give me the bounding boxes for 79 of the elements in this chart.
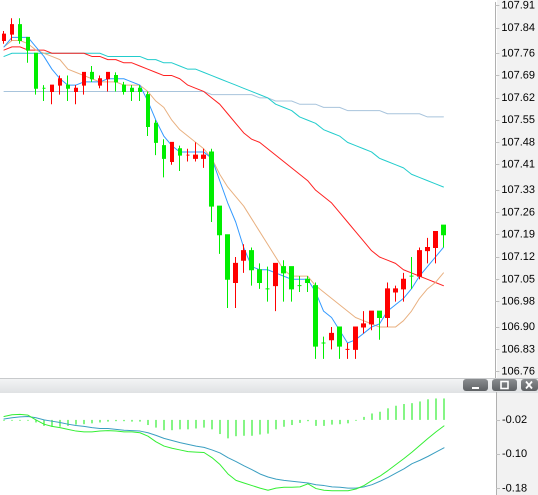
y-tick-label: 107.26 bbox=[501, 206, 536, 218]
candlestick bbox=[58, 75, 62, 96]
candlestick bbox=[385, 282, 390, 328]
candlestick bbox=[170, 142, 174, 166]
candlestick bbox=[201, 148, 206, 168]
candlestick bbox=[106, 72, 110, 92]
candlestick bbox=[337, 326, 342, 360]
candlestick bbox=[138, 84, 142, 102]
candlestick bbox=[265, 266, 270, 302]
candlestick bbox=[361, 310, 366, 334]
y-tick-label: 107.05 bbox=[501, 273, 536, 286]
line-series bbox=[3, 90, 444, 118]
y-tick-label: 107.76 bbox=[501, 47, 536, 60]
y-tick-label: 107.12 bbox=[501, 251, 536, 264]
y-tick-label: 106.98 bbox=[501, 296, 536, 308]
candlestick bbox=[329, 326, 334, 350]
candlestick bbox=[321, 336, 326, 360]
candlestick bbox=[433, 231, 438, 264]
candlestick bbox=[273, 262, 278, 312]
candlestick bbox=[313, 282, 318, 360]
y-tick-label: 107.19 bbox=[501, 228, 536, 241]
candlestick bbox=[82, 72, 86, 96]
y-tick-label: 107.48 bbox=[501, 136, 536, 148]
candlestick bbox=[130, 84, 134, 102]
candlestick bbox=[225, 234, 230, 308]
candlestick bbox=[10, 18, 14, 42]
y-tick-label: 107.41 bbox=[501, 158, 536, 171]
y-tick-label: 106.90 bbox=[501, 321, 536, 334]
candlestick bbox=[209, 148, 214, 222]
candlestick bbox=[257, 262, 262, 290]
y-tick-label: 107.69 bbox=[501, 70, 536, 82]
candlestick bbox=[154, 120, 158, 156]
candlestick bbox=[114, 72, 118, 92]
candlestick bbox=[193, 142, 198, 162]
candlestick bbox=[281, 260, 286, 302]
candlestick bbox=[98, 75, 102, 89]
candlestick bbox=[186, 148, 190, 162]
y-tick-label: 107.55 bbox=[501, 114, 536, 126]
candlestick bbox=[122, 81, 126, 96]
candlestick bbox=[425, 237, 430, 264]
y-tick-label: 106.83 bbox=[501, 343, 536, 356]
candlestick bbox=[393, 285, 398, 302]
candlestick bbox=[34, 52, 38, 96]
candlestick bbox=[146, 90, 150, 137]
candlestick bbox=[441, 224, 446, 248]
y-tick-label: 107.84 bbox=[501, 22, 536, 34]
candlestick bbox=[401, 272, 406, 302]
candlestick bbox=[2, 30, 6, 44]
candlestick bbox=[90, 65, 94, 82]
y-tick-label: -0.02 bbox=[502, 414, 528, 426]
y-tick-label: 106.76 bbox=[501, 366, 536, 378]
candlestick bbox=[162, 138, 166, 178]
candlestick bbox=[66, 75, 70, 102]
candlestick bbox=[241, 244, 246, 274]
y-tick-label: 107.33 bbox=[501, 184, 536, 196]
candlestick bbox=[305, 276, 310, 293]
candlestick bbox=[369, 310, 374, 331]
candlestick bbox=[345, 342, 350, 360]
candlestick bbox=[26, 36, 30, 64]
candlestick bbox=[409, 256, 414, 290]
candlestick bbox=[217, 206, 222, 254]
candlestick bbox=[289, 266, 294, 302]
y-tick-label: -0.10 bbox=[502, 448, 528, 460]
candlestick bbox=[42, 84, 46, 102]
candlestick bbox=[377, 310, 382, 340]
candlestick bbox=[233, 256, 238, 308]
candlestick bbox=[353, 326, 358, 360]
candlestick bbox=[249, 246, 254, 286]
candlestick bbox=[74, 84, 78, 105]
y-tick-label: 107.62 bbox=[501, 92, 536, 104]
line-series bbox=[3, 52, 444, 188]
candlestick bbox=[417, 246, 422, 280]
candlestick bbox=[50, 84, 54, 105]
candlestick bbox=[297, 276, 302, 293]
y-tick-label: -0.18 bbox=[502, 482, 528, 495]
candlestick bbox=[18, 18, 22, 44]
line-series bbox=[3, 46, 444, 286]
y-tick-label: 107.91 bbox=[501, 0, 536, 12]
candlestick bbox=[178, 145, 182, 172]
